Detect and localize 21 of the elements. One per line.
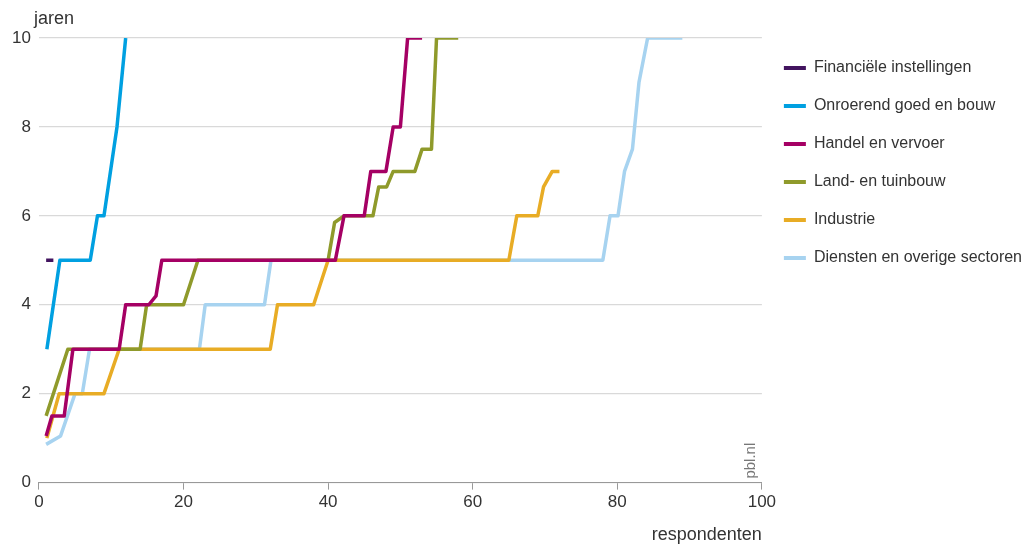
x-tick-label: 60 (463, 492, 483, 512)
x-tick-label: 40 (318, 492, 338, 512)
y-tick-label: 10 (11, 27, 31, 47)
legend-label: Onroerend goed en bouw (813, 96, 996, 114)
legend-label: Handel en vervoer (813, 134, 946, 152)
legend-label: Industrie (813, 210, 876, 228)
y-tick-label: 2 (21, 383, 31, 403)
y-tick-label: 8 (21, 116, 31, 136)
legend-label: Financiële instellingen (813, 58, 972, 76)
y-tick-label: 6 (21, 205, 31, 225)
x-tick-label: 100 (747, 492, 777, 512)
x-tick-label: 0 (34, 492, 44, 512)
x-tick-label: 20 (174, 492, 193, 512)
y-tick-label: 4 (21, 294, 31, 314)
legend-label: Diensten en overige sectoren (813, 248, 1022, 266)
x-axis-title: respondenten (651, 524, 762, 544)
y-tick-label: 0 (21, 472, 31, 492)
legend-label: Land- en tuinbouw (813, 172, 946, 190)
x-tick-label: 80 (607, 492, 627, 512)
y-axis-title: jaren (33, 8, 75, 28)
annotation: pbl.nl (740, 442, 758, 479)
